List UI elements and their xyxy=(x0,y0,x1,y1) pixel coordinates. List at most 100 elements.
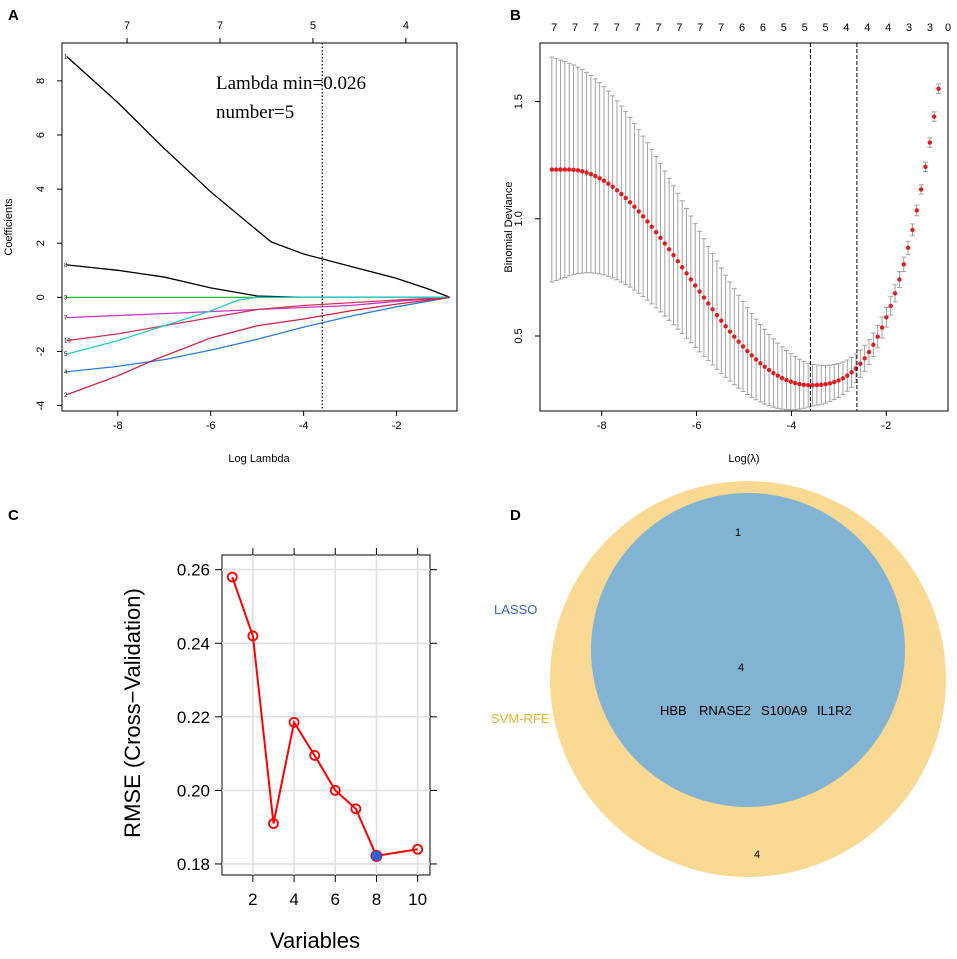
panel-b-point xyxy=(753,357,759,362)
panel-b-point xyxy=(849,370,854,375)
panel-c-point xyxy=(288,716,300,728)
panel-b-point xyxy=(749,353,754,358)
panel-b-point xyxy=(727,329,733,334)
panel-b-point xyxy=(779,375,785,381)
panel-b-point xyxy=(653,229,659,235)
panel-b-point xyxy=(918,187,924,192)
panel-b-xtick-label: -6 xyxy=(692,420,702,432)
venn-gene-3: S100A9 xyxy=(761,703,807,718)
panel-b-top-tick-label: 0 xyxy=(945,22,951,34)
panel-c-point xyxy=(412,843,424,855)
panel-b-xlabel: Log(λ) xyxy=(728,453,759,465)
panel-b-point xyxy=(658,235,663,240)
panel-a-ylabel: Coefficients xyxy=(3,198,15,256)
panel-b-point xyxy=(632,204,637,209)
panel-a-xtick-label: -6 xyxy=(206,420,216,432)
panel-b-top-tick-label: 7 xyxy=(656,22,662,34)
panel-a-ytick-label: 2 xyxy=(35,240,47,246)
panel-b-point xyxy=(901,262,906,267)
panel-b-point xyxy=(679,265,685,270)
panel-b-frame xyxy=(539,42,949,412)
panel-b-point xyxy=(619,191,624,197)
panel-b-ytick-label: 1.0 xyxy=(513,211,525,226)
panel-c-xtick-label: 6 xyxy=(331,890,340,909)
panel-b-point xyxy=(823,382,828,387)
panel-b-point xyxy=(688,277,694,282)
panel-a-path-2 xyxy=(66,296,451,396)
panel-a-path-label: 7 xyxy=(64,316,68,322)
panel-b-point xyxy=(845,373,850,378)
panel-b-top-tick-label: 6 xyxy=(760,22,766,34)
venn-count-svm-only: 4 xyxy=(754,849,760,861)
panel-a-path-4 xyxy=(66,296,451,373)
panel-b-point xyxy=(636,209,641,214)
panel-b-top-tick-label: 7 xyxy=(718,22,724,34)
panel-a-annotation-number: number=5 xyxy=(216,102,294,123)
panel-b-point xyxy=(840,376,846,381)
panel-b-point xyxy=(801,382,807,388)
panel-b-point xyxy=(597,176,602,181)
panel-b-point xyxy=(588,171,594,177)
panel-c-ytick-label: 0.20 xyxy=(177,781,210,800)
venn-label-svm-rfe: SVM-RFE xyxy=(491,711,550,726)
panel-b-point xyxy=(627,200,633,205)
panel-c-xtick-label: 8 xyxy=(372,890,381,909)
panel-b-top-tick-label: 5 xyxy=(823,22,829,34)
panel-c-ytick-label: 0.26 xyxy=(177,561,210,580)
panel-label-c: C xyxy=(8,507,19,524)
panel-c-point xyxy=(226,571,238,583)
panel-b-point xyxy=(832,379,837,385)
panel-b-top-tick-label: 3 xyxy=(906,22,912,34)
panel-a-path-10 xyxy=(66,296,451,342)
panel-b-point xyxy=(827,381,833,386)
panel-a-top-tick-label: 4 xyxy=(403,20,409,32)
panel-b-top-tick-label: 5 xyxy=(802,22,808,34)
panel-a-xlabel: Log Lambda xyxy=(228,453,290,465)
panel-b-ytick-label: 1.5 xyxy=(513,94,525,109)
venn-gene-2: RNASE2 xyxy=(699,703,751,718)
panel-b-top-tick-label: 6 xyxy=(739,22,745,34)
panel-c-xtick-label: 2 xyxy=(248,890,257,909)
panel-b-point xyxy=(580,169,585,174)
panel-b-point xyxy=(784,377,789,383)
panel-c-ytick-label: 0.22 xyxy=(177,708,210,727)
venn-gene-4: IL1R2 xyxy=(817,703,852,718)
panel-a-top-tick-label: 5 xyxy=(310,20,316,32)
venn-gene-1: HBB xyxy=(660,703,687,718)
panel-b-point xyxy=(719,318,724,323)
panel-a-ytick-label: -2 xyxy=(35,347,47,357)
panel-b-point xyxy=(575,168,581,173)
panel-b-point xyxy=(640,214,646,219)
panel-b-point xyxy=(892,291,898,296)
panel-b-point xyxy=(805,382,811,388)
panel-b-point xyxy=(701,295,707,300)
panel-b-point xyxy=(810,383,815,388)
panel-b-point xyxy=(740,344,746,349)
panel-a-xtick-label: -2 xyxy=(392,420,402,432)
panel-b-point xyxy=(788,379,794,384)
panel-b-point xyxy=(714,312,720,318)
panel-a-top-tick-label: 7 xyxy=(124,20,130,32)
panel-b-point xyxy=(697,289,702,294)
panel-c-point xyxy=(350,803,362,815)
panel-b-point xyxy=(675,259,681,264)
panel-b-top-tick-label: 7 xyxy=(551,22,557,34)
panel-d-venn: LASSO SVM-RFE 1 4 4 HBB RNASE2 S100A9 IL… xyxy=(491,481,946,877)
panel-b-point xyxy=(853,366,859,371)
panel-b-point xyxy=(758,361,763,366)
panel-b-point xyxy=(871,342,876,348)
panel-b-point xyxy=(723,324,728,329)
panel-a-path-label: 3 xyxy=(64,295,68,301)
panel-c-xtick-label: 4 xyxy=(289,890,298,909)
panel-a-ytick-label: 8 xyxy=(35,78,47,84)
panel-b-point xyxy=(666,247,672,252)
panel-c-ylabel: RMSE (Cross−Validation) xyxy=(120,588,145,838)
panel-a-path-1 xyxy=(66,56,451,298)
panel-a-top-tick-label: 7 xyxy=(217,20,223,32)
panel-c-point xyxy=(309,750,321,761)
panel-a-path-8 xyxy=(66,264,451,299)
panel-a-coefficient-paths: Log Lambda Coefficients Lambda min=0.026… xyxy=(3,20,458,465)
panel-b-point xyxy=(710,307,715,312)
panel-b-point xyxy=(819,382,824,387)
